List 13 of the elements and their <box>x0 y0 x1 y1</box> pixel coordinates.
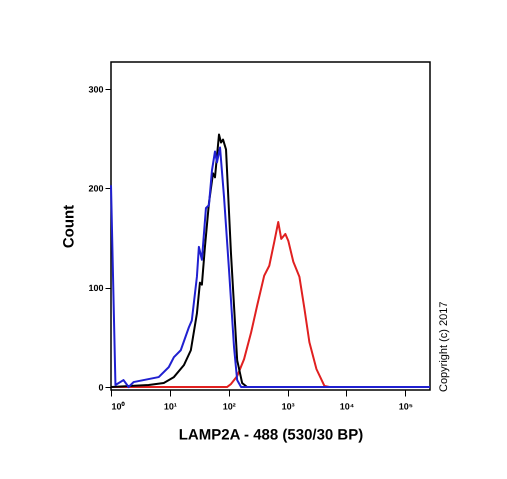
y-tick-label: 100 <box>88 283 104 294</box>
x-tick-label: 10⁵ <box>398 402 413 412</box>
x-tick-label: 10³ <box>282 402 295 412</box>
text: Copyright (c) 2017 <box>438 302 450 392</box>
x-tick-label: 10⁰ <box>112 402 126 412</box>
x-tick-label: 10⁴ <box>340 402 354 412</box>
x-tick-label: 10² <box>222 402 236 412</box>
x-tick-label: 10¹ <box>164 402 177 412</box>
x-axis-title: LAMP2A - 488 (530/30 BP) <box>178 426 364 444</box>
y-axis-title: Count <box>60 204 78 248</box>
y-tick-label: 0 <box>98 382 104 393</box>
y-tick-label: 300 <box>88 84 104 94</box>
y-tick-label: 200 <box>88 184 104 194</box>
